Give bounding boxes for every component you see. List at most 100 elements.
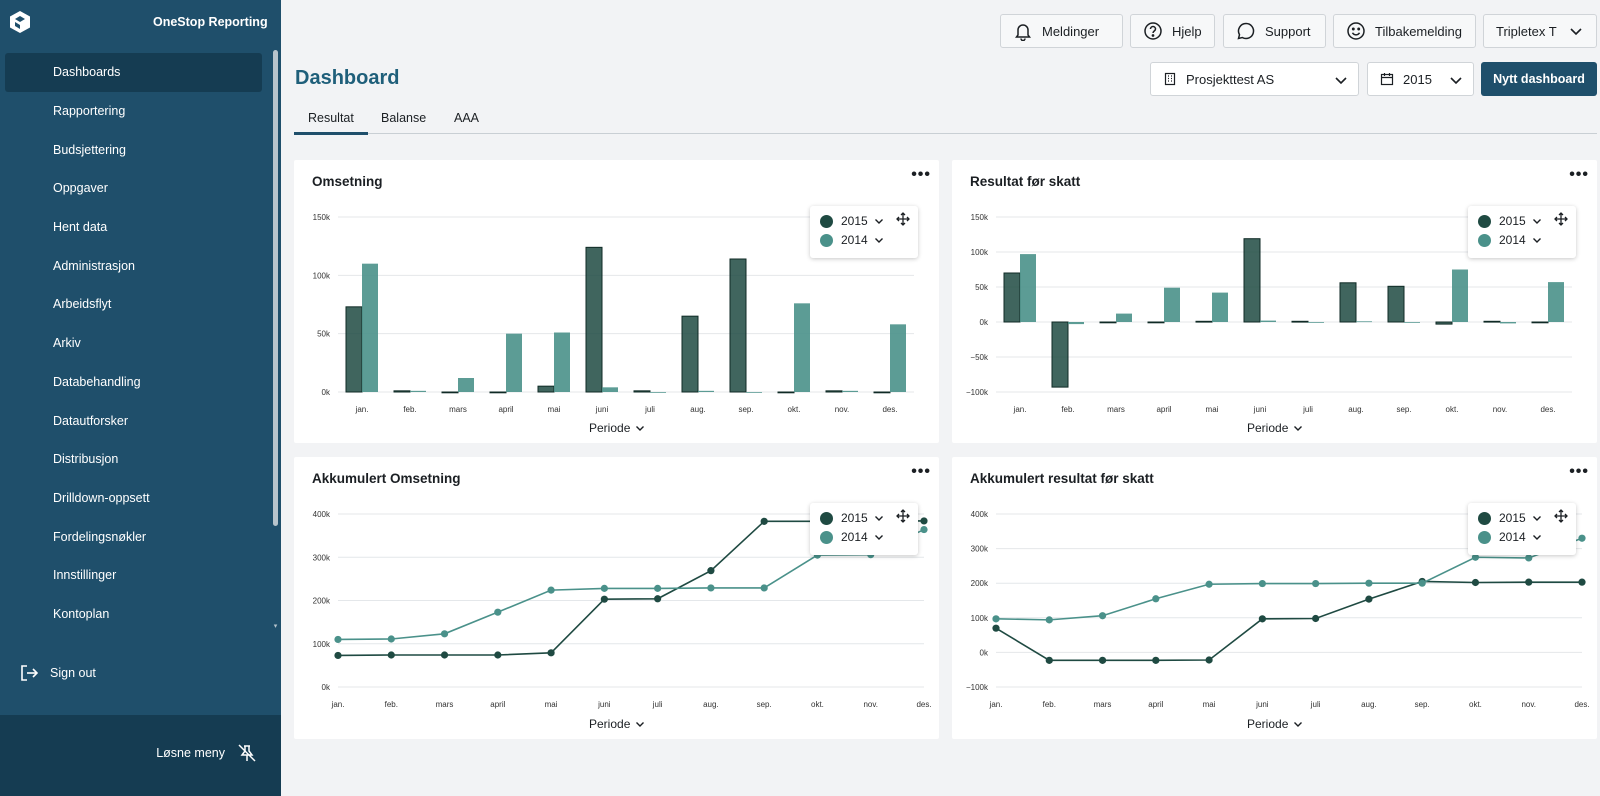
period-selector[interactable]: Periode	[589, 717, 645, 731]
x-tick-label: feb.	[1043, 700, 1056, 709]
sidebar-item-innstillinger[interactable]: Innstillinger	[53, 568, 117, 583]
point-2014-april	[1152, 595, 1160, 603]
legend-item-2015[interactable]: 2015	[820, 214, 884, 228]
sidebar-item-hent-data[interactable]: Hent data	[53, 220, 108, 235]
sidebar-item-budsjettering[interactable]: Budsjettering	[53, 142, 126, 157]
company-select[interactable]: Prosjekttest AS	[1150, 62, 1359, 96]
notifications-button[interactable]: Meldinger	[1000, 14, 1123, 48]
tab-aaa[interactable]: AAA	[454, 111, 480, 125]
sidebar-item-dashboards[interactable]: Dashboards	[5, 53, 262, 92]
y-tick-label: 300k	[971, 545, 989, 554]
help-label: Hjelp	[1172, 23, 1202, 39]
x-tick-label: juli	[652, 700, 663, 709]
point-2015-mai	[1205, 656, 1213, 664]
x-tick-label: april	[498, 405, 513, 414]
more-options-icon[interactable]: •••	[911, 463, 931, 480]
point-2015-okt.	[1471, 578, 1480, 587]
x-tick-label: nov.	[1521, 700, 1536, 709]
sign-out-button[interactable]: Sign out	[20, 664, 96, 682]
scroll-down-arrow-icon[interactable]: ▾	[273, 623, 278, 630]
sidebar-item-administrasjon[interactable]: Administrasjon	[53, 258, 135, 273]
point-2014-mars	[1098, 612, 1107, 620]
period-selector[interactable]: Periode	[1247, 717, 1303, 731]
x-tick-label: aug.	[1348, 405, 1364, 414]
sidebar-item-fordelingsnokler[interactable]: Fordelingsnøkler	[53, 529, 147, 544]
support-label: Support	[1265, 23, 1311, 39]
x-tick-label: des.	[916, 700, 931, 709]
legend-item-2015[interactable]: 2015	[1478, 214, 1542, 228]
sidebar-scrollbar[interactable]: ▾	[272, 46, 279, 632]
sidebar-item-rapportering[interactable]: Rapportering	[53, 104, 126, 119]
x-tick-label: juli	[1302, 405, 1313, 414]
point-2015-juli	[654, 595, 662, 603]
sidebar-scroll-thumb[interactable]	[273, 50, 278, 526]
sidebar-item-arbeidsflyt[interactable]: Arbeidsflyt	[53, 297, 112, 312]
legend-item-2014[interactable]: 2014	[820, 530, 884, 544]
line-series-2014	[337, 528, 925, 641]
x-tick-label: jan.	[331, 700, 345, 709]
period-selector[interactable]: Periode	[1247, 421, 1303, 435]
x-tick-label: mars	[449, 405, 467, 414]
sidebar-nav: Dashboards Rapportering Budsjettering Op…	[0, 53, 272, 633]
bar-2014-nov.	[1500, 322, 1516, 324]
legend-item-2014[interactable]: 2014	[820, 233, 884, 247]
point-2014-feb.	[1045, 616, 1053, 624]
sidebar-item-drilldown-oppsett[interactable]: Drilldown-oppsett	[53, 490, 150, 505]
move-icon[interactable]	[1554, 509, 1568, 523]
sidebar-item-arkiv[interactable]: Arkiv	[53, 336, 81, 351]
point-2015-sep.	[760, 517, 768, 525]
point-2014-sep.	[760, 584, 768, 592]
bar-2015-aug.	[681, 315, 699, 393]
unpin-menu-button[interactable]: Løsne meny	[156, 743, 257, 763]
sidebar-item-oppgaver[interactable]: Oppgaver	[53, 181, 108, 196]
more-options-icon[interactable]: •••	[911, 166, 931, 183]
period-selector[interactable]: Periode	[589, 421, 645, 435]
x-tick-label: des.	[882, 405, 897, 414]
chart-card-akkumulert-resultat-for-skatt: −100k 0k 100k 200k 300k 400k jan. feb. mars april…	[952, 457, 1597, 739]
bar-2014-feb.	[410, 390, 426, 392]
tab-resultat[interactable]: Resultat	[294, 111, 368, 135]
sidebar-item-distribusjon[interactable]: Distribusjon	[53, 452, 119, 467]
x-tick-label: sep.	[738, 405, 753, 414]
bar-2014-mai	[554, 332, 570, 392]
x-tick-label: mars	[436, 700, 454, 709]
x-tick-label: feb.	[385, 700, 398, 709]
move-icon[interactable]	[896, 509, 910, 523]
x-tick-label: mai	[545, 700, 558, 709]
point-2015-juli	[1312, 614, 1320, 623]
chevron-down-icon	[1532, 219, 1541, 224]
point-2015-mars	[1098, 656, 1107, 664]
more-options-icon[interactable]: •••	[1569, 166, 1589, 183]
move-icon[interactable]	[896, 212, 910, 226]
x-tick-label: juni	[595, 405, 609, 414]
move-icon[interactable]	[1554, 212, 1568, 226]
legend-item-2015[interactable]: 2015	[1478, 511, 1542, 525]
resultat-for-skatt-chart: −100k −50k 0k 50k 100k 150k jan. feb. mars april m…	[966, 213, 1572, 414]
legend-item-2015[interactable]: 2015	[820, 511, 884, 525]
bar-2015-mai	[537, 385, 555, 393]
chevron-down-icon	[874, 238, 883, 243]
tab-balanse[interactable]: Balanse	[381, 111, 427, 125]
x-tick-label: mai	[1206, 405, 1219, 414]
feedback-button[interactable]: Tilbakemelding	[1333, 14, 1476, 48]
point-2014-juli	[654, 584, 662, 592]
chart-card-akkumulert-omsetning: 0k 100k 200k 300k 400k jan. feb. mars april mai ju…	[294, 457, 939, 739]
support-button[interactable]: Support	[1223, 14, 1326, 48]
bar-2014-sep.	[746, 392, 762, 393]
sign-out-label: Sign out	[50, 666, 96, 680]
sidebar-item-databehandling[interactable]: Databehandling	[53, 374, 141, 389]
legend-item-2014[interactable]: 2014	[1478, 530, 1542, 544]
legend-item-2014[interactable]: 2014	[1478, 233, 1542, 247]
sidebar-item-kontoplan[interactable]: Kontoplan	[53, 606, 110, 621]
more-options-icon[interactable]: •••	[1569, 463, 1589, 480]
account-dropdown[interactable]: Tripletex T	[1483, 14, 1597, 48]
help-button[interactable]: Hjelp	[1130, 14, 1215, 48]
bar-2015-juli	[633, 390, 651, 393]
omsetning-chart: 0k 50k 100k 150k jan. feb. mars april mai juni jul…	[313, 213, 914, 414]
x-tick-label: mai	[548, 405, 561, 414]
point-2015-aug.	[707, 567, 715, 575]
sidebar-item-datautforsker[interactable]: Datautforsker	[53, 413, 129, 428]
year-select[interactable]: 2015	[1367, 62, 1474, 96]
y-tick-label: −50k	[970, 353, 989, 362]
new-dashboard-button[interactable]: Nytt dashboard	[1481, 62, 1597, 96]
